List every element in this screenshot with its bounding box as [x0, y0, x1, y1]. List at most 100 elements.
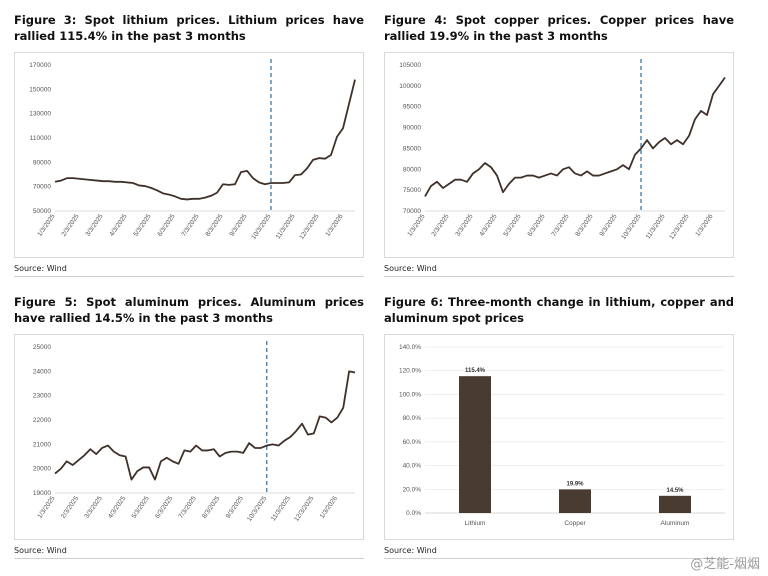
x-tick-label: 11/3/2025: [275, 213, 297, 241]
x-tick-label: 4/3/2025: [478, 213, 498, 238]
x-tick-label: 1/3/2025: [406, 213, 426, 238]
y-tick-label: 120.0%: [399, 368, 421, 375]
y-tick-label: 90000: [33, 159, 51, 166]
x-tick-label: 10/3/2025: [250, 213, 273, 241]
figure: Figure 3: Spot lithium prices. Lithium p…: [14, 12, 364, 277]
x-tick-label: 10/3/2025: [246, 495, 269, 523]
y-tick-label: 105000: [399, 62, 421, 69]
y-tick-label: 50000: [33, 208, 51, 215]
y-tick-label: 100000: [399, 83, 421, 90]
chart-box: 19000 20000 21000 22000 23000 24000 25000 1/3/2…: [14, 334, 364, 540]
source: Source: Wind: [384, 546, 734, 559]
y-tick-label: 85000: [403, 145, 421, 152]
y-tick-label: 150000: [29, 86, 51, 93]
x-tick-label: 1/3/2026: [694, 213, 714, 238]
x-tick-label: 6/3/2025: [154, 495, 174, 520]
x-tick-label: 8/3/2025: [574, 213, 594, 238]
x-tick-label: 1/3/2025: [36, 495, 56, 520]
figure-title: Figure 4: Spot copper prices. Copper pri…: [384, 13, 734, 43]
x-tick-label: 1/3/2026: [324, 213, 344, 238]
x-tick-label: 2/3/2025: [60, 213, 80, 238]
chart: 70000 75000 80000 85000 90000 95000 100000 1050…: [399, 59, 726, 241]
x-tick-label: 3/3/2025: [84, 213, 104, 238]
y-tick-label: 25000: [33, 344, 51, 351]
bar: [659, 495, 691, 513]
x-tick-label: 3/3/2025: [83, 495, 103, 520]
x-tick-label: 4/3/2025: [107, 495, 127, 520]
price-line: [54, 370, 356, 481]
x-tick-label: 8/3/2025: [201, 495, 221, 520]
price-line: [54, 79, 356, 201]
chart: 19000 20000 21000 22000 23000 24000 25000 1/3/2…: [33, 341, 356, 523]
x-tick-label: 7/3/2025: [180, 213, 200, 238]
x-tick-label: Copper: [564, 520, 586, 527]
x-tick-label: 12/3/2025: [293, 495, 316, 523]
y-tick-label: 22000: [33, 417, 51, 424]
x-tick-label: 1/3/2026: [319, 495, 339, 520]
x-tick-label: 1/3/2025: [36, 213, 56, 238]
x-tick-label: 11/3/2025: [270, 495, 292, 523]
y-tick-label: 100.0%: [399, 391, 421, 398]
source: Source: Wind: [14, 264, 364, 277]
y-tick-label: 90000: [403, 125, 421, 132]
x-tick-label: 12/3/2025: [298, 213, 321, 241]
chart-box: 0.0% 20.0% 40.0% 60.0% 80.0% 100.0% 120.0% 140.…: [384, 334, 734, 540]
bar: [559, 489, 591, 513]
x-tick-label: 9/3/2025: [225, 495, 245, 520]
watermark: @芝能-烟烟: [690, 557, 760, 572]
y-tick-label: 70000: [33, 184, 51, 191]
value-label: 14.5%: [666, 488, 684, 494]
x-tick-label: 9/3/2025: [598, 213, 618, 238]
x-tick-label: 5/3/2025: [132, 213, 152, 238]
x-tick-label: 2/3/2025: [430, 213, 450, 238]
y-tick-label: 130000: [29, 111, 51, 118]
x-tick-label: 9/3/2025: [228, 213, 248, 238]
x-tick-label: 6/3/2025: [526, 213, 546, 238]
y-tick-label: 23000: [33, 393, 51, 400]
figure: Figure 5: Spot aluminum prices. Aluminum…: [14, 294, 364, 559]
x-tick-label: 4/3/2025: [108, 213, 128, 238]
x-tick-label: 10/3/2025: [620, 213, 643, 241]
x-tick-label: 8/3/2025: [204, 213, 224, 238]
x-tick-label: 3/3/2025: [454, 213, 474, 238]
figure-title: Figure 3: Spot lithium prices. Lithium p…: [14, 13, 364, 43]
y-tick-label: 70000: [403, 208, 421, 215]
x-tick-label: 2/3/2025: [60, 495, 80, 520]
chart: 0.0% 20.0% 40.0% 60.0% 80.0% 100.0% 120.0% 140.…: [399, 344, 725, 527]
chart: 50000 70000 90000 110000 130000 150000 170000 1…: [29, 59, 356, 241]
x-tick-label: 12/3/2025: [668, 213, 691, 241]
x-tick-label: 11/3/2025: [645, 213, 667, 241]
x-tick-label: 6/3/2025: [156, 213, 176, 238]
y-tick-label: 95000: [403, 104, 421, 111]
x-tick-label: Lithium: [465, 520, 486, 527]
x-tick-label: 5/3/2025: [131, 495, 151, 520]
y-tick-label: 80000: [403, 166, 421, 173]
y-tick-label: 24000: [33, 368, 51, 375]
chart-box: 50000 70000 90000 110000 130000 150000 170000 1…: [14, 52, 364, 258]
y-tick-label: 80.0%: [403, 415, 422, 422]
y-tick-label: 40.0%: [403, 463, 422, 470]
y-tick-label: 20000: [33, 466, 51, 473]
source: Source: Wind: [14, 546, 364, 559]
y-tick-label: 110000: [30, 135, 52, 142]
x-tick-label: 5/3/2025: [502, 213, 522, 238]
y-tick-label: 21000: [33, 441, 51, 448]
bar: [459, 376, 491, 513]
figure: Figure 6: Three-month change in lithium,…: [384, 294, 734, 559]
y-tick-label: 140.0%: [399, 344, 421, 351]
y-tick-label: 60.0%: [403, 439, 422, 446]
y-tick-label: 75000: [403, 187, 421, 194]
x-tick-label: Aluminum: [661, 520, 690, 527]
price-line: [424, 76, 726, 197]
y-tick-label: 0.0%: [406, 510, 421, 517]
x-tick-label: 7/3/2025: [550, 213, 570, 238]
figure-title: Figure 5: Spot aluminum prices. Aluminum…: [14, 295, 364, 325]
y-tick-label: 20.0%: [403, 486, 422, 493]
x-tick-label: 7/3/2025: [178, 495, 198, 520]
figure: Figure 4: Spot copper prices. Copper pri…: [384, 12, 734, 277]
source: Source: Wind: [384, 264, 734, 277]
value-label: 19.9%: [566, 481, 584, 487]
value-label: 115.4%: [465, 368, 486, 374]
figure-title: Figure 6: Three-month change in lithium,…: [384, 295, 734, 325]
